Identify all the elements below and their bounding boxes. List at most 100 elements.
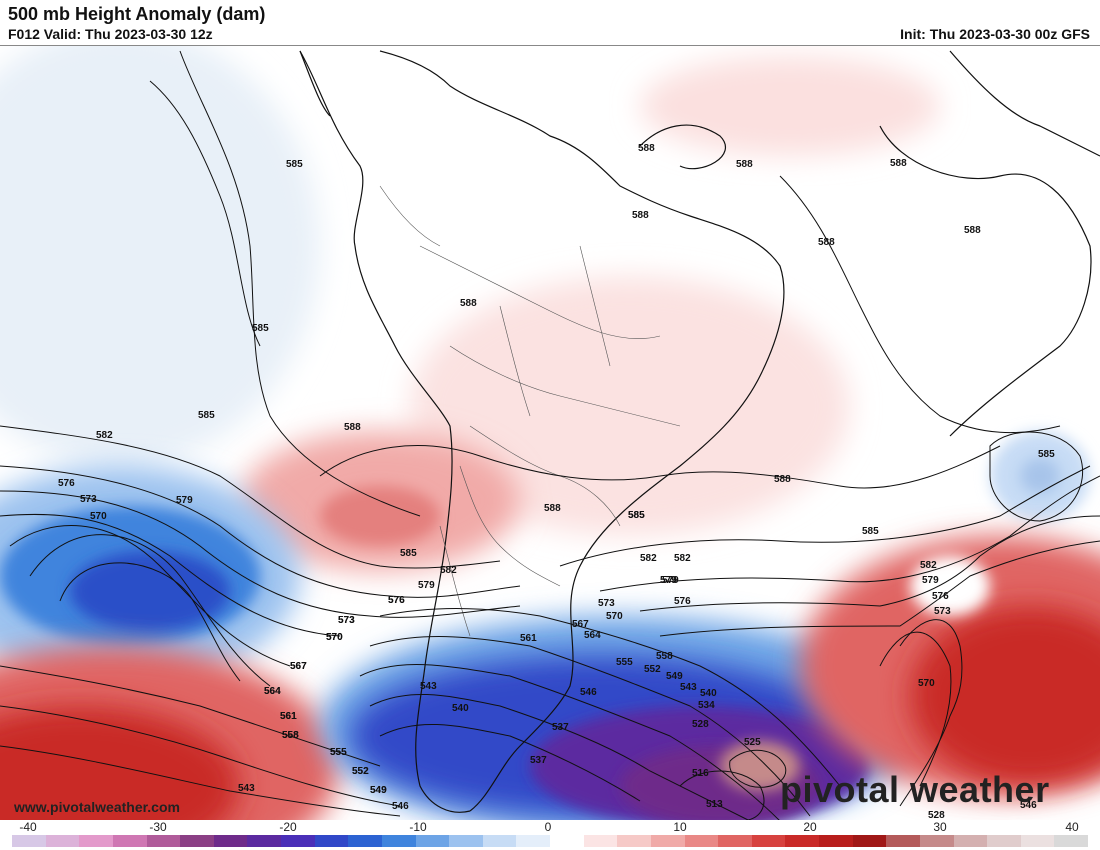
contour-label: 552	[352, 766, 369, 777]
colorbar-swatch	[718, 835, 752, 847]
colorbar-tick: -30	[149, 820, 167, 834]
colorbar-tick: 10	[673, 820, 687, 834]
africa-north-coast	[949, 50, 1100, 157]
contour-label: 585	[862, 526, 879, 537]
contour-label: 588	[736, 159, 753, 170]
brand-logo: pivotal weather	[780, 769, 1050, 810]
colorbar-swatch	[281, 835, 315, 847]
colorbar-tick: -20	[279, 820, 297, 834]
contour-label: 573	[934, 606, 951, 617]
contour-label: 570	[90, 511, 107, 522]
contour-label: 588	[638, 143, 655, 154]
contour-label: 549	[666, 671, 683, 682]
colorbar-swatch	[79, 835, 113, 847]
contour-label: 579	[660, 575, 677, 586]
colorbar-swatch	[886, 835, 920, 847]
contour-label: 588	[344, 422, 361, 433]
colorbar-swatches	[12, 835, 1088, 847]
contour-label: 543	[238, 783, 255, 794]
contour-label: 582	[440, 565, 457, 576]
colorbar-swatch	[751, 835, 786, 847]
contour-label: 588	[964, 225, 981, 236]
contour-label: 546	[580, 687, 597, 698]
contour-label: 570	[326, 632, 343, 643]
colorbar-swatch	[852, 835, 887, 847]
colorbar: -40 -30 -20 -10 0 10 20 30 40	[0, 820, 1100, 850]
colorbar-tick: 40	[1065, 820, 1079, 834]
contour-label: 540	[700, 688, 717, 699]
init-time: Init: Thu 2023-03-30 00z GFS	[900, 26, 1090, 42]
valid-time: F012 Valid: Thu 2023-03-30 12z	[8, 26, 213, 42]
contour-label: 555	[330, 747, 347, 758]
contour-label: 588	[632, 210, 649, 221]
contour-label: 582	[674, 553, 691, 564]
contour-label: 564	[584, 630, 601, 641]
colorbar-swatch	[684, 835, 719, 847]
contour-label: 543	[680, 682, 697, 693]
colorbar-tick: 30	[933, 820, 947, 834]
contour-label: 564	[264, 686, 281, 697]
colorbar-swatch	[482, 835, 517, 847]
central-america-coast	[299, 50, 331, 117]
contour-label: 570	[918, 678, 935, 689]
contour-label: 588	[890, 158, 907, 169]
contour-label: 588	[774, 474, 791, 485]
header: 500 mb Height Anomaly (dam) F012 Valid: …	[0, 0, 1100, 45]
contour-label: 546	[392, 801, 409, 812]
africa-coast	[879, 125, 1092, 437]
contour-label: 525	[744, 737, 761, 748]
colorbar-swatch	[12, 835, 46, 847]
contour-label: 570	[606, 611, 623, 622]
contour-label: 582	[920, 560, 937, 571]
contour-label: 567	[572, 619, 589, 630]
colorbar-tick: 20	[803, 820, 817, 834]
contour-label: 585	[628, 510, 645, 521]
contour-label: 567	[290, 661, 307, 672]
website-watermark: www.pivotalweather.com	[14, 799, 180, 815]
contour-label: 576	[388, 595, 405, 606]
island-coast	[639, 124, 727, 170]
colorbar-swatch	[785, 835, 819, 847]
colorbar-swatch	[247, 835, 281, 847]
contour-label: 585	[400, 548, 417, 559]
contour-label: 555	[330, 747, 347, 758]
contour-label: 576	[932, 591, 949, 602]
colorbar-tick: -10	[409, 820, 427, 834]
contour-labels: 585 585 585 582 579 576 573 570 588 588 …	[58, 143, 1055, 821]
contour-label: 561	[280, 711, 297, 722]
contour-label: 546	[1020, 800, 1037, 811]
contour-label: 588	[818, 237, 835, 248]
contour-label: 543	[420, 681, 437, 692]
contour-label: 561	[280, 711, 297, 722]
colorbar-swatch	[1054, 835, 1088, 847]
contour-label: 576	[674, 596, 691, 607]
colorbar-swatch	[45, 835, 80, 847]
contour-label: 534	[698, 700, 715, 711]
contour-label: 585	[198, 410, 215, 421]
contour-label: 537	[530, 755, 547, 766]
colorbar-swatch	[348, 835, 382, 847]
colorbar-swatch	[650, 835, 685, 847]
contour-label: 561	[520, 633, 537, 644]
colorbar-swatch	[516, 835, 550, 847]
contour-label: 567	[290, 661, 307, 672]
contour-label: 558	[282, 730, 299, 741]
map-svg: 585 585 585 582 579 576 573 570 588 588 …	[0, 46, 1100, 821]
contour-label: 585	[628, 510, 645, 521]
map-canvas[interactable]: 585 585 585 582 579 576 573 570 588 588 …	[0, 45, 1100, 821]
contour-label: 582	[640, 553, 657, 564]
colorbar-swatch	[381, 835, 416, 847]
contour-label: 588	[544, 503, 561, 514]
coastlines	[299, 50, 1100, 813]
contour-label: 513	[706, 799, 723, 810]
contour-label: 585	[252, 323, 269, 334]
colorbar-swatch	[617, 835, 651, 847]
colorbar-swatch	[919, 835, 954, 847]
contour-label: 582	[96, 430, 113, 441]
contour-label: 555	[616, 657, 633, 668]
contour-label: 528	[928, 810, 945, 821]
contour-label: 564	[264, 686, 281, 697]
contour-label: 528	[692, 719, 709, 730]
contour-label: 558	[656, 651, 673, 662]
contour-label: 585	[286, 159, 303, 170]
